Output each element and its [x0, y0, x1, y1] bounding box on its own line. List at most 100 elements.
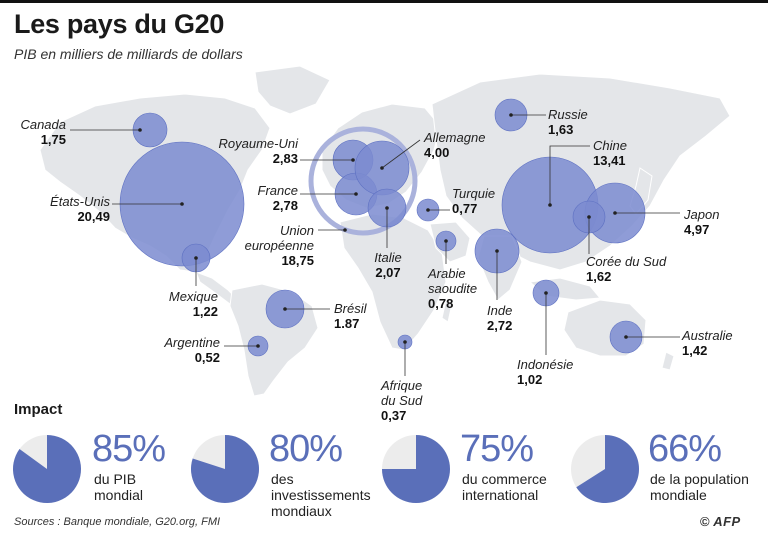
- afp-logo: AFP: [713, 514, 741, 529]
- dot-italie: [385, 206, 389, 210]
- country-name: Allemagne: [424, 130, 486, 145]
- dot-australie: [624, 335, 628, 339]
- country-name: États-Unis: [50, 194, 110, 209]
- label-union-europeenne: Union européenne 18,75: [226, 223, 314, 268]
- desc-line: investissements: [271, 487, 371, 503]
- label-etats-unis: États-Unis 20,49: [20, 194, 110, 224]
- pie-slice: [576, 435, 639, 503]
- gdp-value: 20,49: [77, 209, 110, 224]
- country-name: Corée du Sud: [586, 254, 667, 269]
- gdp-value: 0,37: [381, 408, 407, 423]
- gdp-value: 1,63: [548, 122, 574, 137]
- gdp-value: 4,97: [684, 222, 710, 237]
- pie-investments: [190, 434, 260, 509]
- pie-slice: [382, 435, 450, 503]
- dot-bresil: [283, 307, 287, 311]
- gdp-value: 4,00: [424, 145, 450, 160]
- desc-gdp: du PIB mondial: [94, 471, 143, 503]
- land-africa: [339, 213, 447, 351]
- percent-trade: 75%: [460, 428, 534, 470]
- country-name: Indonésie: [517, 357, 574, 372]
- percent-gdp: 85%: [92, 428, 166, 470]
- label-russie: Russie 1,63: [548, 107, 608, 137]
- bubble-centers: [138, 113, 628, 348]
- pie-slice: [12, 435, 81, 503]
- dot-turquie: [426, 208, 430, 212]
- label-chine: Chine 13,41: [593, 138, 653, 168]
- top-rule: [0, 0, 768, 3]
- sources-note: Sources : Banque mondiale, G20.org, FMI: [14, 516, 221, 528]
- eu-ring: [308, 126, 418, 236]
- country-name: Canada: [20, 117, 66, 132]
- dot-canada: [138, 128, 142, 132]
- desc-line: de la population: [650, 471, 749, 487]
- dot-japon: [613, 211, 617, 215]
- label-afrique-du-sud: Afrique du Sud 0,37: [381, 378, 431, 423]
- desc-line: des: [271, 471, 294, 487]
- credit: © AFP: [700, 514, 741, 529]
- country-name: Arabie saoudite: [428, 266, 478, 296]
- gdp-value: 1,42: [682, 343, 708, 358]
- label-france: France 2,78: [236, 183, 298, 213]
- pie-population: [570, 434, 640, 509]
- dot-arabie-saoudite: [444, 239, 448, 243]
- dot-etats-unis: [180, 202, 184, 206]
- percent-investments: 80%: [269, 428, 343, 470]
- country-name: Royaume-Uni: [218, 136, 298, 151]
- label-bresil: Brésil 1.87: [334, 301, 394, 331]
- country-name: Chine: [593, 138, 627, 153]
- desc-line: mondiaux: [271, 503, 332, 519]
- country-name: Japon: [684, 207, 720, 222]
- label-royaume-uni: Royaume-Uni 2,83: [214, 136, 298, 166]
- gdp-value: 18,75: [281, 253, 314, 268]
- desc-line: du PIB: [94, 471, 137, 487]
- dot-mexique: [194, 256, 198, 260]
- country-name: France: [257, 183, 298, 198]
- pie-gdp: [12, 434, 82, 509]
- country-name: Italie: [374, 250, 402, 265]
- dot-russie: [509, 113, 513, 117]
- dot-indonesie: [544, 291, 548, 295]
- desc-line: du commerce: [462, 471, 547, 487]
- label-canada: Canada 1,75: [8, 117, 66, 147]
- impact-title: Impact: [14, 401, 63, 418]
- country-name: Australie: [682, 328, 733, 343]
- gdp-value: 2,78: [272, 198, 298, 213]
- dot-argentine: [256, 344, 260, 348]
- gdp-value: 1,62: [586, 269, 612, 284]
- dot-chine: [548, 203, 552, 207]
- gdp-value: 0,77: [452, 201, 478, 216]
- gdp-value: 2,83: [272, 151, 298, 166]
- label-mexique: Mexique 1,22: [156, 289, 218, 319]
- gdp-value: 13,41: [593, 153, 626, 168]
- land-madagascar: [441, 299, 453, 323]
- dot-coree-du-sud: [587, 215, 591, 219]
- desc-line: international: [462, 487, 539, 503]
- country-name: Inde: [487, 303, 513, 318]
- gdp-value: 0,52: [194, 350, 220, 365]
- country-name: Argentine: [164, 335, 220, 350]
- country-name: Afrique du Sud: [381, 378, 423, 408]
- country-name: Brésil: [334, 301, 367, 316]
- dot-allemagne: [380, 166, 384, 170]
- pie-trade: [381, 434, 451, 509]
- label-inde: Inde 2,72: [487, 303, 527, 333]
- country-name: Union européenne: [244, 223, 314, 253]
- page-title: Les pays du G20: [14, 9, 225, 39]
- country-name: Turquie: [452, 186, 496, 201]
- desc-trade: du commerce international: [462, 471, 547, 503]
- dot-union-europeenne: [343, 228, 347, 232]
- label-italie: Italie 2,07: [360, 250, 416, 280]
- gdp-value: 2,72: [487, 318, 513, 333]
- gdp-value: 1,75: [40, 132, 66, 147]
- desc-population: de la population mondiale: [650, 471, 749, 503]
- dot-royaume-uni: [351, 158, 355, 162]
- leader-allemagne: [381, 139, 421, 169]
- dot-france: [354, 192, 358, 196]
- label-japon: Japon 4,97: [684, 207, 744, 237]
- label-argentine: Argentine 0,52: [146, 335, 220, 365]
- leader-chine: [549, 145, 590, 205]
- label-arabie-saoudite: Arabie saoudite 0,78: [428, 266, 488, 311]
- desc-investments: des investissements mondiaux: [271, 471, 371, 519]
